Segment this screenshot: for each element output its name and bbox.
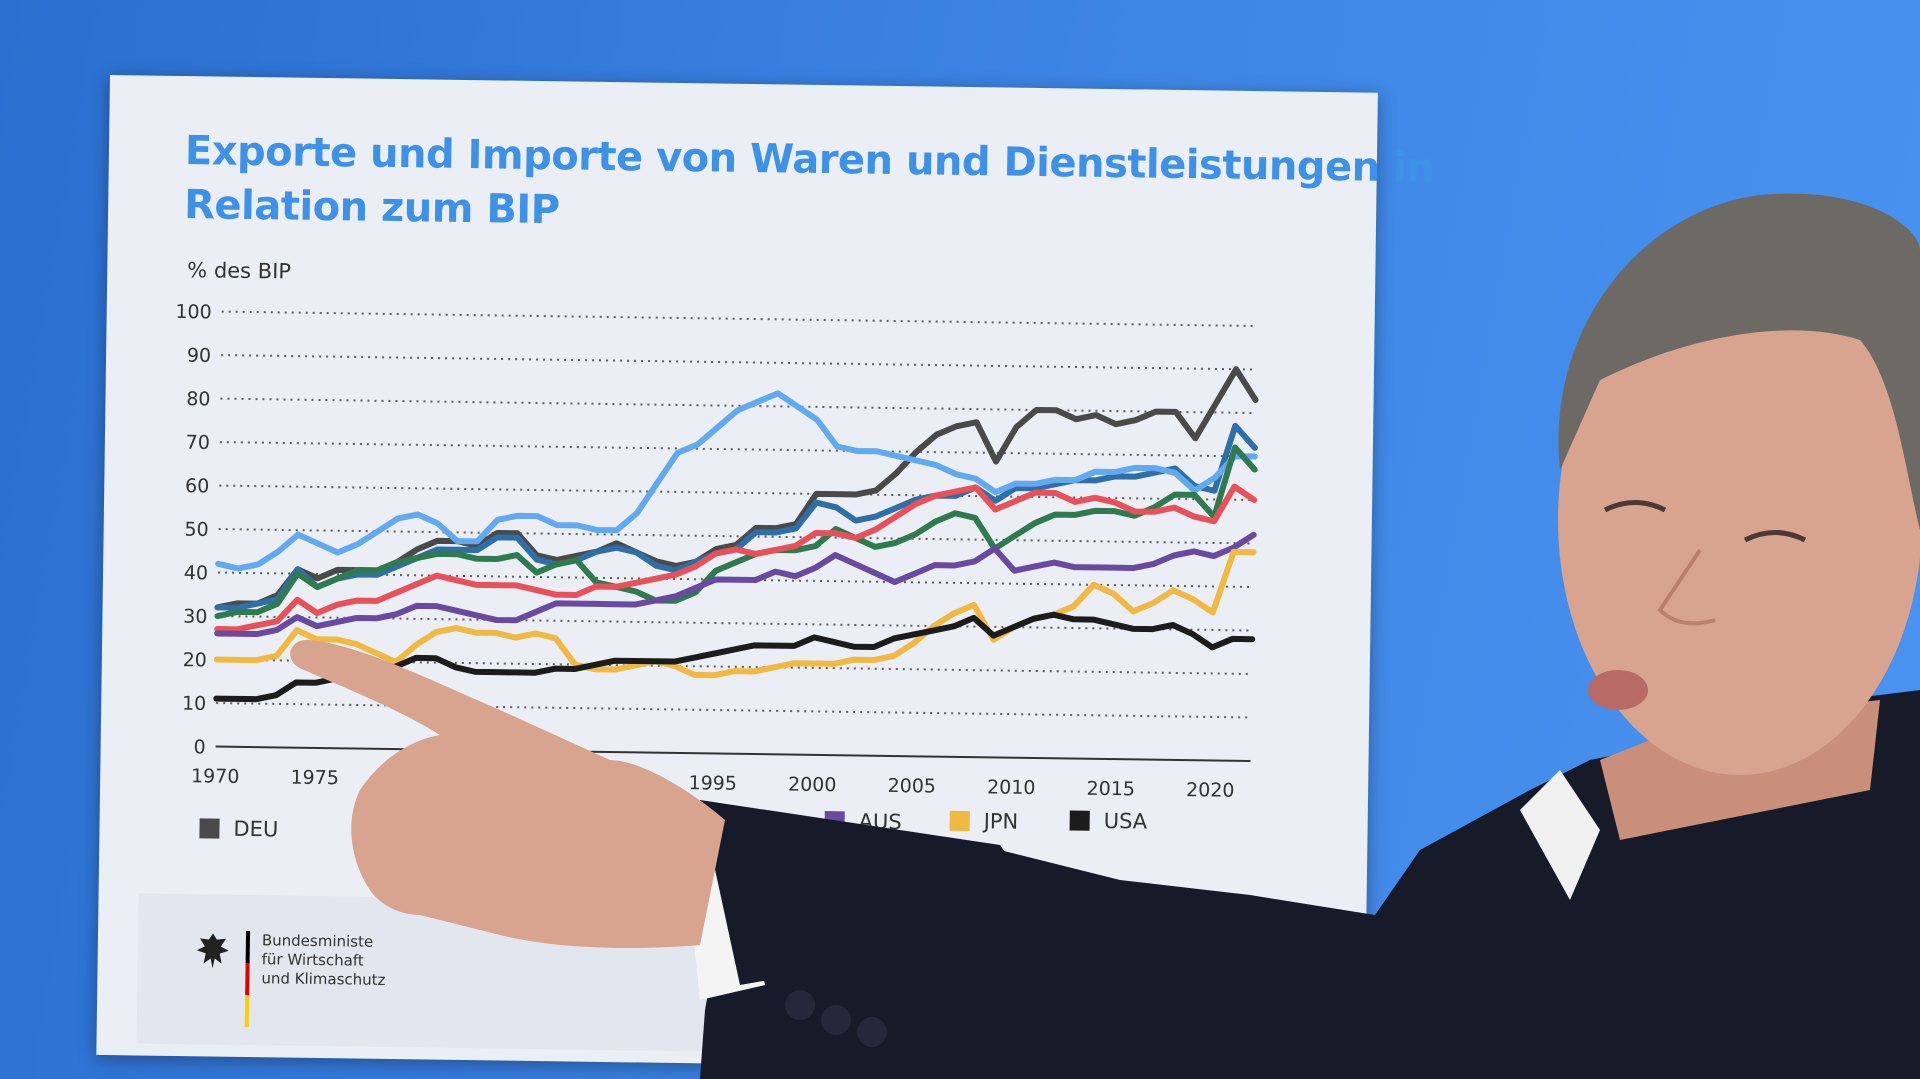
footer-logo-box: Bundesministe für Wirtschaft und Klimasc… [136,893,1319,1060]
y-tick-label: 50 [184,519,208,541]
series-line-jpn [213,548,1257,679]
right-eye [1743,530,1807,543]
shirt-collar [1520,770,1600,900]
y-tick-label: 10 [182,693,206,715]
eagle-icon [196,933,229,969]
chart-board: Exporte und Importe von Waren und Dienst… [96,75,1435,1073]
gridline [219,441,1255,458]
sleeve [700,800,1060,985]
series-line-aus [214,531,1257,638]
x-tick-label: 1995 [688,772,737,795]
x-tick-label: 2010 [987,776,1036,799]
x-tick-label: 1970 [191,765,240,788]
x-tick-label: 2005 [887,775,936,798]
y-tick-label: 70 [186,432,210,454]
pointing-hand [290,639,725,948]
gridline [216,658,1252,675]
hair [1558,193,1920,530]
gridline [218,528,1254,545]
x-tick-label: 2000 [788,774,837,797]
gridline [217,615,1253,632]
y-tick-label: 80 [186,388,210,410]
x-tick-label: 1975 [290,767,339,790]
y-tick-label: 0 [193,736,205,758]
left-eye [1603,500,1667,513]
mouth [1588,670,1648,710]
series-line-unlabeled-2 [215,390,1258,572]
gridline [216,702,1252,719]
line-chart: 0102030405060708090100197019751980198519… [175,301,1259,802]
series-line-unlabeled-4 [214,483,1258,633]
jacket-button [821,1005,851,1035]
nose [1657,548,1716,626]
y-tick-label: 90 [187,345,211,367]
y-tick-label: 100 [175,301,212,324]
y-tick-label: 30 [183,606,207,628]
y-tick-label: 40 [184,562,208,584]
gridline [221,310,1257,328]
x-tick-label: 2015 [1086,778,1135,801]
gridline [220,397,1256,415]
jacket-button [857,1017,887,1047]
x-tick-label: 2020 [1186,779,1235,802]
gridline [218,571,1253,589]
gridline [221,354,1257,371]
series-line-unlabeled-3 [214,444,1258,620]
x-axis-line [215,745,1251,762]
head [1558,265,1920,775]
y-tick-label: 60 [185,475,209,497]
y-tick-label: 20 [182,649,206,671]
jacket-button [785,990,815,1020]
